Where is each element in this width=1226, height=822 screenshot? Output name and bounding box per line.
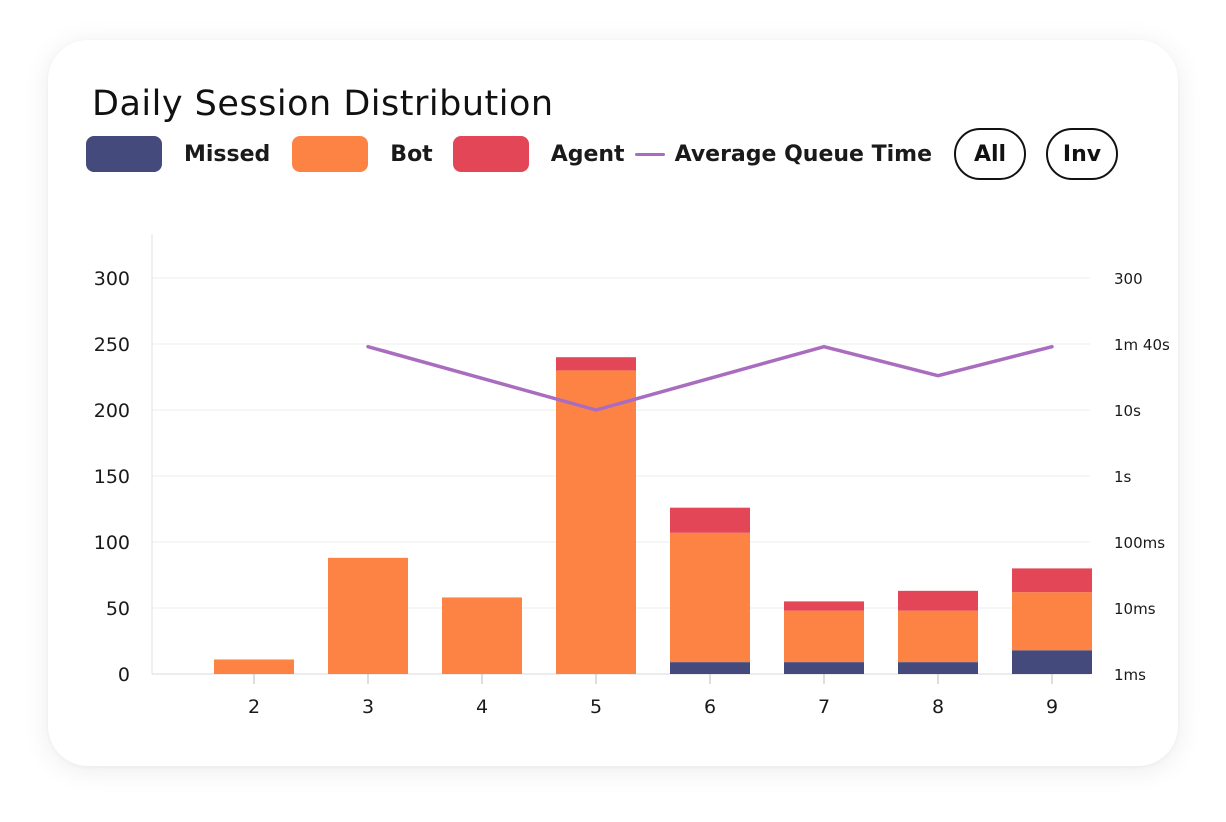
- y-tick-label: 200: [94, 400, 130, 422]
- bar-agent-8: [898, 590, 978, 611]
- legend-label-agent: Agent: [550, 141, 625, 167]
- bar-agent-5: [556, 357, 636, 371]
- legend-swatch-agent: [452, 136, 529, 172]
- y-tick-label: 250: [94, 334, 130, 356]
- legend-label-missed: Missed: [184, 141, 271, 167]
- bar-missed-6: [670, 662, 750, 674]
- bar-bot-5: [556, 370, 636, 674]
- average-queue-time-line: [366, 344, 1054, 412]
- x-tick-label: 3: [362, 696, 374, 718]
- y2-tick-label: 100ms: [1114, 534, 1165, 552]
- legend-swatch-bot: [292, 136, 369, 172]
- y2-tick-label: 1s: [1114, 468, 1132, 486]
- bar-missed-9: [1012, 650, 1092, 674]
- y2-tick-label: 10ms: [1114, 600, 1156, 618]
- y-tick-label: 100: [94, 532, 130, 554]
- x-tick-label: 6: [704, 696, 716, 718]
- x-tick-label: 5: [590, 696, 602, 718]
- y2-tick-label: 300: [1114, 270, 1143, 288]
- legend-item-agent[interactable]: Agent: [452, 136, 625, 172]
- x-tick-label: 2: [248, 696, 260, 718]
- bar-bot-2: [214, 659, 294, 674]
- bar-bot-8: [898, 610, 978, 663]
- y-tick-label: 0: [118, 664, 130, 686]
- x-tick-label: 8: [932, 696, 944, 718]
- x-tick-label: 9: [1046, 696, 1058, 718]
- bar-bot-4: [442, 597, 522, 674]
- chart-title: Daily Session Distribution: [92, 84, 554, 124]
- legend-swatch-missed: [86, 136, 162, 172]
- legend-item-missed[interactable]: Missed: [86, 136, 270, 172]
- bar-bot-9: [1012, 592, 1092, 651]
- x-tick-label: 4: [476, 696, 488, 718]
- inv-button[interactable]: Inv: [1046, 128, 1119, 180]
- legend-label-bot: Bot: [390, 141, 433, 167]
- bar-missed-8: [898, 662, 978, 674]
- legend-line-swatch: [634, 152, 665, 156]
- y2-tick-label: 10s: [1114, 402, 1141, 420]
- y2-tick-label: 1m 40s: [1114, 336, 1170, 354]
- bar-agent-9: [1012, 568, 1092, 593]
- bar-bot-7: [784, 610, 864, 663]
- y-tick-label: 50: [106, 598, 130, 620]
- bar-bot-3: [328, 557, 408, 674]
- bar-missed-7: [784, 662, 864, 674]
- y2-tick-label: 1ms: [1114, 666, 1146, 684]
- legend-item-average-queue-time[interactable]: Average Queue Time: [625, 142, 932, 167]
- bar-agent-7: [784, 601, 864, 611]
- legend-item-bot[interactable]: Bot: [292, 136, 433, 172]
- legend-label-average-queue-time: Average Queue Time: [674, 141, 933, 167]
- all-button[interactable]: All: [954, 128, 1027, 180]
- bar-bot-6: [670, 532, 750, 663]
- y-tick-label: 150: [94, 466, 130, 488]
- x-tick-label: 7: [818, 696, 830, 718]
- y-tick-label: 300: [94, 268, 130, 290]
- chart-legend: Missed Bot Agent Average Queue Time All …: [86, 128, 1119, 180]
- bar-agent-6: [670, 507, 750, 533]
